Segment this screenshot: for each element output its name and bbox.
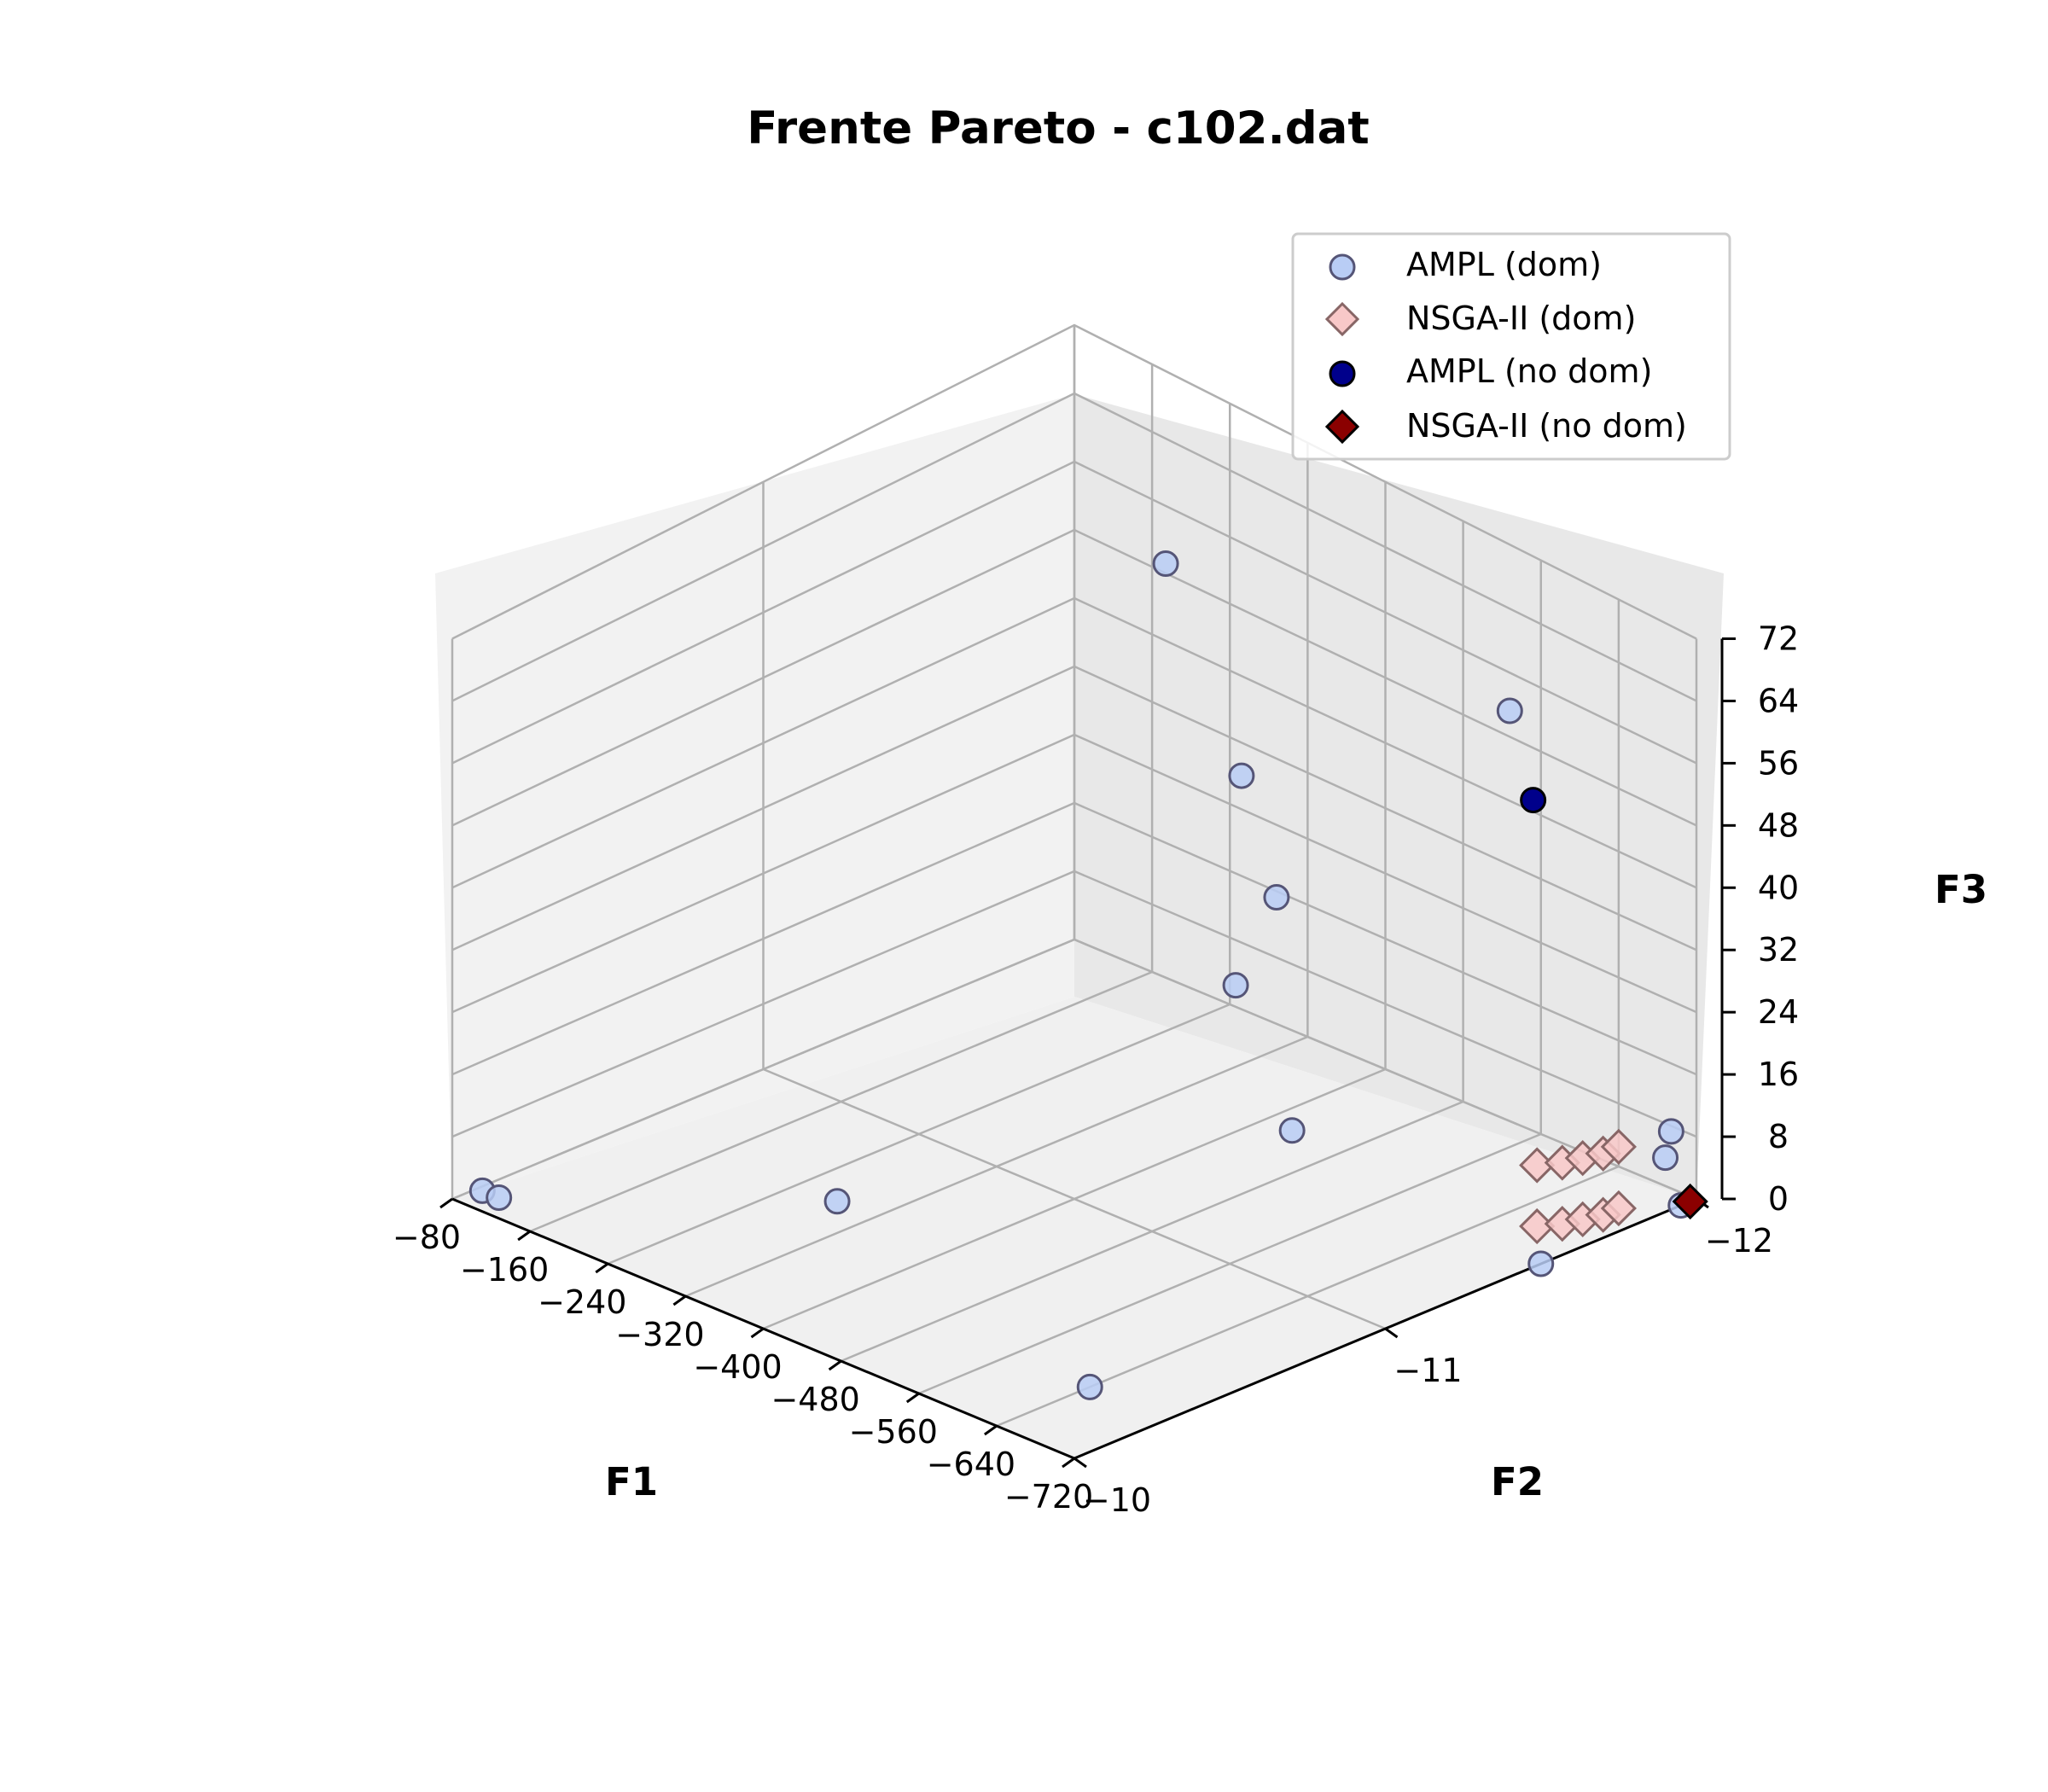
z-axis-label: F3 bbox=[1935, 867, 1987, 912]
data-point-ampl-dom- bbox=[1228, 762, 1255, 789]
chart-title: Frente Pareto - c102.dat bbox=[747, 102, 1370, 154]
legend: AMPL (dom) NSGA-II (dom) AMPL (no dom) N… bbox=[1291, 232, 1731, 461]
data-point-ampl-dom- bbox=[1263, 884, 1290, 911]
x-tick-label: −480 bbox=[771, 1381, 859, 1418]
legend-marker-nsga-dom bbox=[1324, 301, 1360, 337]
z-tick-label: 32 bbox=[1758, 931, 1799, 969]
x-tick-mark bbox=[517, 1230, 531, 1242]
data-point-ampl-dom- bbox=[1152, 550, 1179, 577]
data-point-ampl-dom- bbox=[1278, 1117, 1306, 1144]
wall-grid-z bbox=[451, 596, 1697, 889]
x-tick-mark bbox=[672, 1295, 687, 1306]
wall-grid-z bbox=[451, 801, 1697, 1076]
tick-marks: −80−160−240−320−400−480−560−640−720−10 −1… bbox=[393, 620, 1799, 1519]
legend-box bbox=[1291, 232, 1731, 461]
x-tick-label: −560 bbox=[849, 1413, 938, 1451]
wall-grid-z bbox=[451, 323, 1697, 640]
data-point-ampl-dom- bbox=[1496, 697, 1523, 724]
z-tick-label: 0 bbox=[1768, 1180, 1789, 1218]
data-point-ampl-dom- bbox=[1657, 1118, 1684, 1145]
x-tick-label: −640 bbox=[927, 1446, 1015, 1483]
wall-grid-z bbox=[451, 733, 1697, 1014]
data-point-nsga-ii-dom- bbox=[1600, 1128, 1637, 1166]
data-point-ampl-no-dom- bbox=[1520, 787, 1547, 814]
wall-grid-z bbox=[451, 392, 1697, 702]
legend-marker-nsga-nodom bbox=[1324, 409, 1360, 445]
x-tick-label: −320 bbox=[615, 1316, 704, 1353]
z-tick-label: 64 bbox=[1758, 682, 1799, 719]
x-tick-mark bbox=[905, 1392, 920, 1404]
x-tick-label: −240 bbox=[538, 1283, 626, 1321]
y-tick-label: −12 bbox=[1705, 1222, 1773, 1260]
x-tick-label: −400 bbox=[693, 1348, 782, 1386]
legend-marker-ampl-nodom bbox=[1329, 360, 1356, 387]
left-pane bbox=[435, 394, 1074, 1199]
z-tick-label: 24 bbox=[1758, 993, 1799, 1031]
x-tick-mark bbox=[828, 1359, 842, 1371]
z-tick-label: 40 bbox=[1758, 869, 1799, 906]
wall-grid-z bbox=[451, 938, 1697, 1201]
y-tick-label: −10 bbox=[1083, 1481, 1151, 1519]
plot-area: −80−160−240−320−400−480−560−640−720−10 −1… bbox=[393, 323, 1799, 1519]
x-tick-label: −720 bbox=[1004, 1478, 1093, 1516]
wall-grid-z bbox=[451, 528, 1697, 827]
x-tick-mark bbox=[439, 1197, 453, 1209]
z-tick-label: 48 bbox=[1758, 806, 1799, 844]
x-tick-mark bbox=[1062, 1457, 1075, 1469]
y-tick-mark bbox=[1384, 1327, 1399, 1339]
legend-marker-ampl-dom bbox=[1329, 253, 1356, 281]
x-tick-label: −160 bbox=[460, 1251, 549, 1289]
x-tick-mark bbox=[984, 1424, 998, 1436]
z-tick-label: 8 bbox=[1768, 1118, 1789, 1155]
x-tick-label: −80 bbox=[393, 1219, 461, 1256]
z-tick-label: 16 bbox=[1758, 1056, 1799, 1093]
y-tick-label: −11 bbox=[1393, 1352, 1462, 1389]
legend-label-ampl-dom: AMPL (dom) bbox=[1406, 246, 1602, 283]
wall-grid-z bbox=[451, 870, 1697, 1138]
x-axis-label: F1 bbox=[605, 1459, 658, 1504]
data-points bbox=[468, 550, 1708, 1400]
data-point-ampl-dom- bbox=[1652, 1144, 1679, 1172]
legend-label-ampl-nodom: AMPL (no dom) bbox=[1406, 352, 1652, 390]
floor-grid-y bbox=[763, 1068, 1386, 1330]
wall-grid-z bbox=[451, 460, 1697, 765]
z-tick-label: 72 bbox=[1758, 620, 1799, 657]
legend-label-nsga-dom: NSGA-II (dom) bbox=[1406, 300, 1636, 337]
data-point-nsga-ii-dom- bbox=[1600, 1190, 1637, 1227]
x-tick-mark bbox=[595, 1262, 609, 1274]
data-point-ampl-dom- bbox=[486, 1184, 513, 1212]
z-tick-label: 56 bbox=[1758, 744, 1799, 782]
wall-grid-z bbox=[451, 665, 1697, 951]
legend-label-nsga-nodom: NSGA-II (no dom) bbox=[1406, 407, 1687, 445]
data-point-ampl-dom- bbox=[823, 1188, 851, 1215]
x-tick-mark bbox=[750, 1327, 765, 1339]
y-tick-mark bbox=[1073, 1457, 1087, 1469]
data-point-ampl-dom- bbox=[1222, 972, 1249, 999]
data-point-ampl-dom- bbox=[1076, 1373, 1103, 1400]
data-point-ampl-dom- bbox=[1527, 1250, 1555, 1277]
y-axis-label: F2 bbox=[1491, 1459, 1544, 1504]
data-point-nsga-ii-no-dom- bbox=[1672, 1183, 1708, 1220]
floor-pane bbox=[452, 997, 1696, 1458]
